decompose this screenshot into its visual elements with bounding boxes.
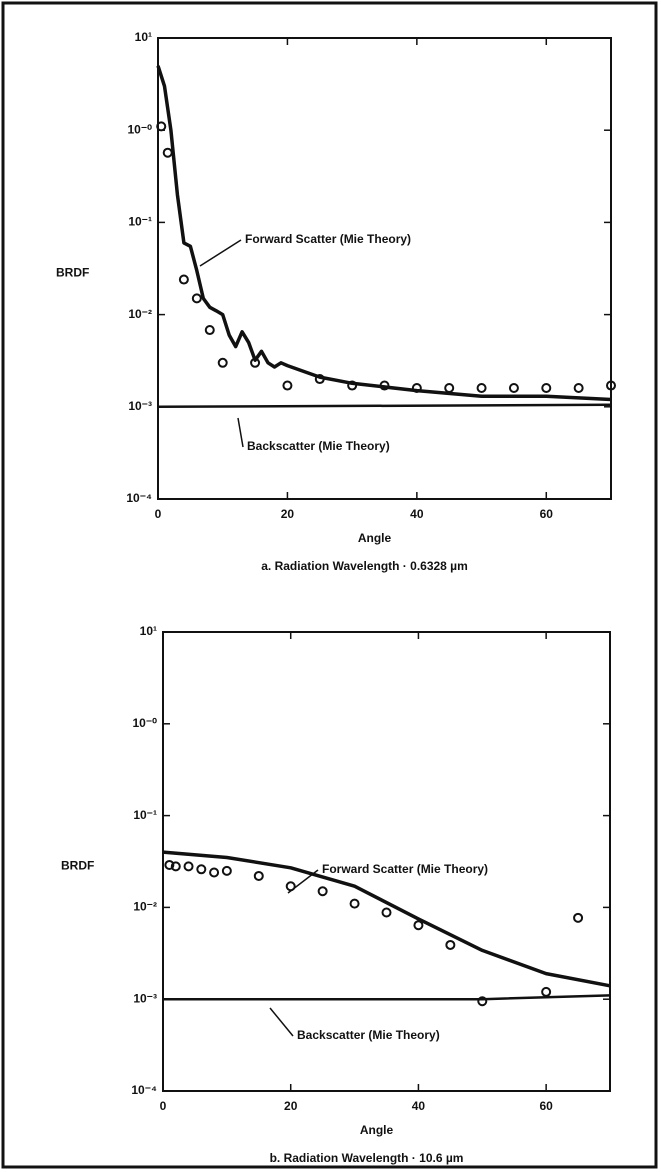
data-point: [204, 325, 215, 336]
x-tick-label: 40: [412, 1099, 426, 1113]
series-line: [156, 65, 612, 402]
data-point: [381, 907, 392, 918]
caption: b. Radiation Wavelength · 10.6 µm: [270, 1151, 464, 1165]
data-point: [156, 121, 167, 132]
data-point: [317, 886, 328, 897]
y-tick-label: 10⁻⁴: [131, 1083, 157, 1097]
y-tick-label: 10¹: [140, 624, 157, 638]
data-point: [379, 380, 390, 391]
y-tick-label: 10⁻³: [128, 399, 152, 413]
data-point: [573, 382, 584, 393]
data-point: [541, 382, 552, 393]
data-point: [162, 147, 173, 158]
data-point: [250, 357, 261, 368]
data-point: [178, 274, 189, 285]
data-point: [444, 382, 455, 393]
y-tick-label: 10⁻²: [133, 900, 157, 914]
data-point: [508, 382, 519, 393]
data-point: [347, 380, 358, 391]
data-point: [183, 861, 194, 872]
data-point: [413, 920, 424, 931]
data-point: [541, 986, 552, 997]
series-annotation: Forward Scatter (Mie Theory): [245, 232, 411, 246]
x-tick-label: 60: [540, 507, 554, 521]
y-tick-label: 10⁻³: [133, 991, 157, 1005]
x-tick-label: 20: [284, 1099, 298, 1113]
y-axis-label: BRDF: [61, 859, 94, 873]
series-line: [157, 403, 612, 409]
annotation-leader: [237, 417, 244, 448]
data-point: [209, 867, 220, 878]
y-tick-label: 10⁻²: [128, 307, 152, 321]
series-annotation: Backscatter (Mie Theory): [297, 1028, 440, 1042]
series-line: [163, 994, 611, 1001]
plot-frame: [157, 37, 612, 500]
data-point: [191, 293, 202, 304]
y-tick-label: 10¹: [135, 30, 152, 44]
data-point: [573, 912, 584, 923]
y-tick-label: 10⁻¹: [128, 215, 152, 229]
data-point: [221, 865, 232, 876]
x-tick-label: 0: [155, 507, 162, 521]
x-tick-label: 60: [539, 1099, 553, 1113]
data-point: [445, 939, 456, 950]
data-point: [170, 861, 181, 872]
series-annotation: Forward Scatter (Mie Theory): [322, 862, 488, 876]
x-axis-label: Angle: [360, 1123, 394, 1137]
y-tick-label: 10⁻⁰: [128, 122, 153, 136]
data-point: [196, 864, 207, 875]
annotation-leader: [269, 1007, 294, 1037]
x-axis-label: Angle: [358, 531, 392, 545]
data-point: [314, 374, 325, 385]
x-tick-label: 20: [281, 507, 295, 521]
series-annotation: Backscatter (Mie Theory): [247, 439, 390, 453]
plot-frame: [162, 631, 611, 1092]
data-point: [349, 898, 360, 909]
y-tick-label: 10⁻⁴: [126, 491, 152, 505]
y-tick-label: 10⁻⁰: [133, 716, 158, 730]
x-tick-label: 0: [160, 1099, 167, 1113]
data-point: [164, 859, 175, 870]
annotation-leader: [199, 239, 242, 267]
data-point: [282, 380, 293, 391]
data-point: [411, 382, 422, 393]
caption: a. Radiation Wavelength · 0.6328 µm: [261, 559, 468, 573]
y-axis-label: BRDF: [56, 266, 89, 280]
data-point: [217, 357, 228, 368]
data-point: [606, 380, 616, 391]
data-point: [253, 870, 264, 881]
series-line: [162, 850, 611, 988]
data-point: [476, 382, 487, 393]
data-point: [285, 881, 296, 892]
data-point: [477, 996, 488, 1007]
y-tick-label: 10⁻¹: [133, 808, 157, 822]
x-tick-label: 40: [410, 507, 424, 521]
